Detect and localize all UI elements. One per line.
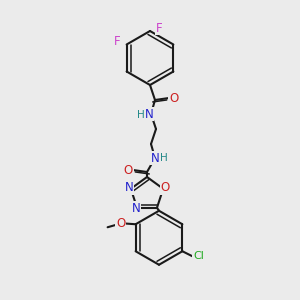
Text: O: O xyxy=(123,164,133,176)
Text: N: N xyxy=(132,202,140,215)
Text: H: H xyxy=(160,153,168,163)
Text: N: N xyxy=(145,107,153,121)
Text: H: H xyxy=(137,110,145,120)
Text: F: F xyxy=(114,35,121,48)
Text: N: N xyxy=(124,181,133,194)
Text: O: O xyxy=(160,181,170,194)
Text: O: O xyxy=(169,92,178,104)
Text: N: N xyxy=(151,152,159,164)
Text: F: F xyxy=(156,22,162,34)
Text: O: O xyxy=(116,217,125,230)
Text: Cl: Cl xyxy=(193,251,204,261)
